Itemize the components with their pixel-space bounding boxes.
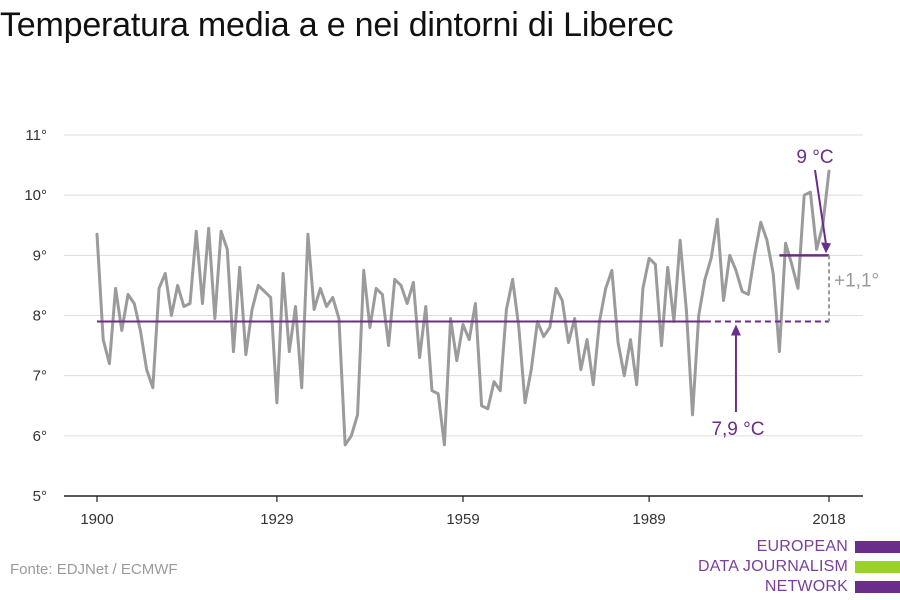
logo-line-2: DATA JOURNALISM	[698, 558, 848, 575]
y-tick-label-7: 7°	[33, 368, 47, 385]
y-tick-label-6: 6°	[33, 428, 47, 445]
x-axis: 1900 1929 1959 1989 2018	[64, 495, 863, 528]
source-credit: Fonte: EDJNet / ECMWF	[10, 561, 178, 578]
series-group	[95, 169, 831, 447]
gridlines	[64, 134, 863, 437]
logo-bar-bottom	[855, 581, 900, 593]
y-tick-label-11: 11°	[25, 127, 47, 144]
baseline-arrow-head	[730, 324, 741, 336]
difference-label: +1,1°	[834, 270, 879, 291]
annotations: 9 °C 7,9 °C +1,1°	[711, 147, 879, 440]
logo-line-1: EUROPEAN	[756, 538, 848, 555]
x-tick-label-1900: 1900	[80, 511, 113, 528]
y-axis-tick-labels: 5° 6° 7° 8° 9° 10° 11°	[24, 127, 47, 505]
x-tick-label-2018: 2018	[812, 511, 845, 528]
logo-bar-middle	[855, 561, 900, 573]
chart-title: Temperatura media a e nei dintorni di Li…	[0, 6, 674, 44]
y-tick-label-8: 8°	[33, 308, 47, 325]
recent-arrow-shaft	[814, 169, 827, 245]
x-tick-label-1959: 1959	[446, 511, 479, 528]
edjnet-logo: EUROPEAN DATA JOURNALISM NETWORK	[698, 537, 900, 597]
y-tick-label-9: 9°	[33, 247, 47, 264]
logo-line-3: NETWORK	[764, 578, 848, 595]
recent-arrow-head	[821, 242, 831, 254]
baseline-label: 7,9 °C	[711, 419, 764, 440]
series-line-0	[95, 169, 831, 447]
reference-lines	[97, 254, 830, 323]
y-tick-label-10: 10°	[24, 187, 47, 204]
y-tick-label-5: 5°	[33, 488, 47, 505]
recent-average-label: 9 °C	[796, 147, 833, 168]
x-tick-label-1929: 1929	[260, 511, 293, 528]
logo-bar-top	[855, 541, 900, 553]
x-tick-label-1989: 1989	[632, 511, 665, 528]
